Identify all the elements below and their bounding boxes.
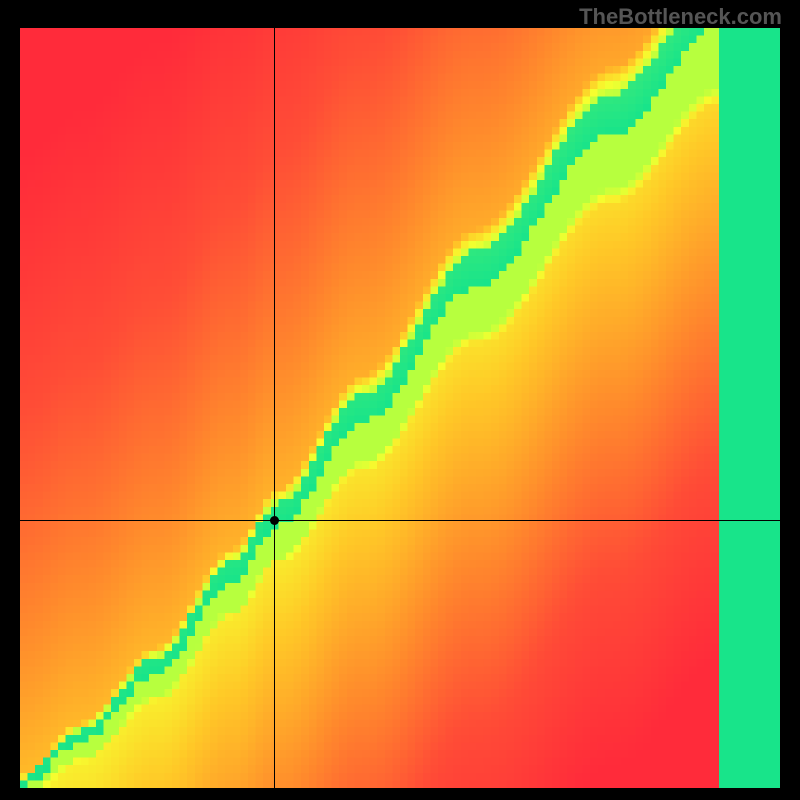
bottleneck-heatmap bbox=[20, 28, 780, 788]
watermark-text: TheBottleneck.com bbox=[579, 4, 782, 30]
chart-container: TheBottleneck.com bbox=[0, 0, 800, 800]
crosshair-horizontal bbox=[20, 520, 780, 521]
selection-marker-dot bbox=[270, 516, 279, 525]
crosshair-vertical bbox=[274, 28, 275, 788]
